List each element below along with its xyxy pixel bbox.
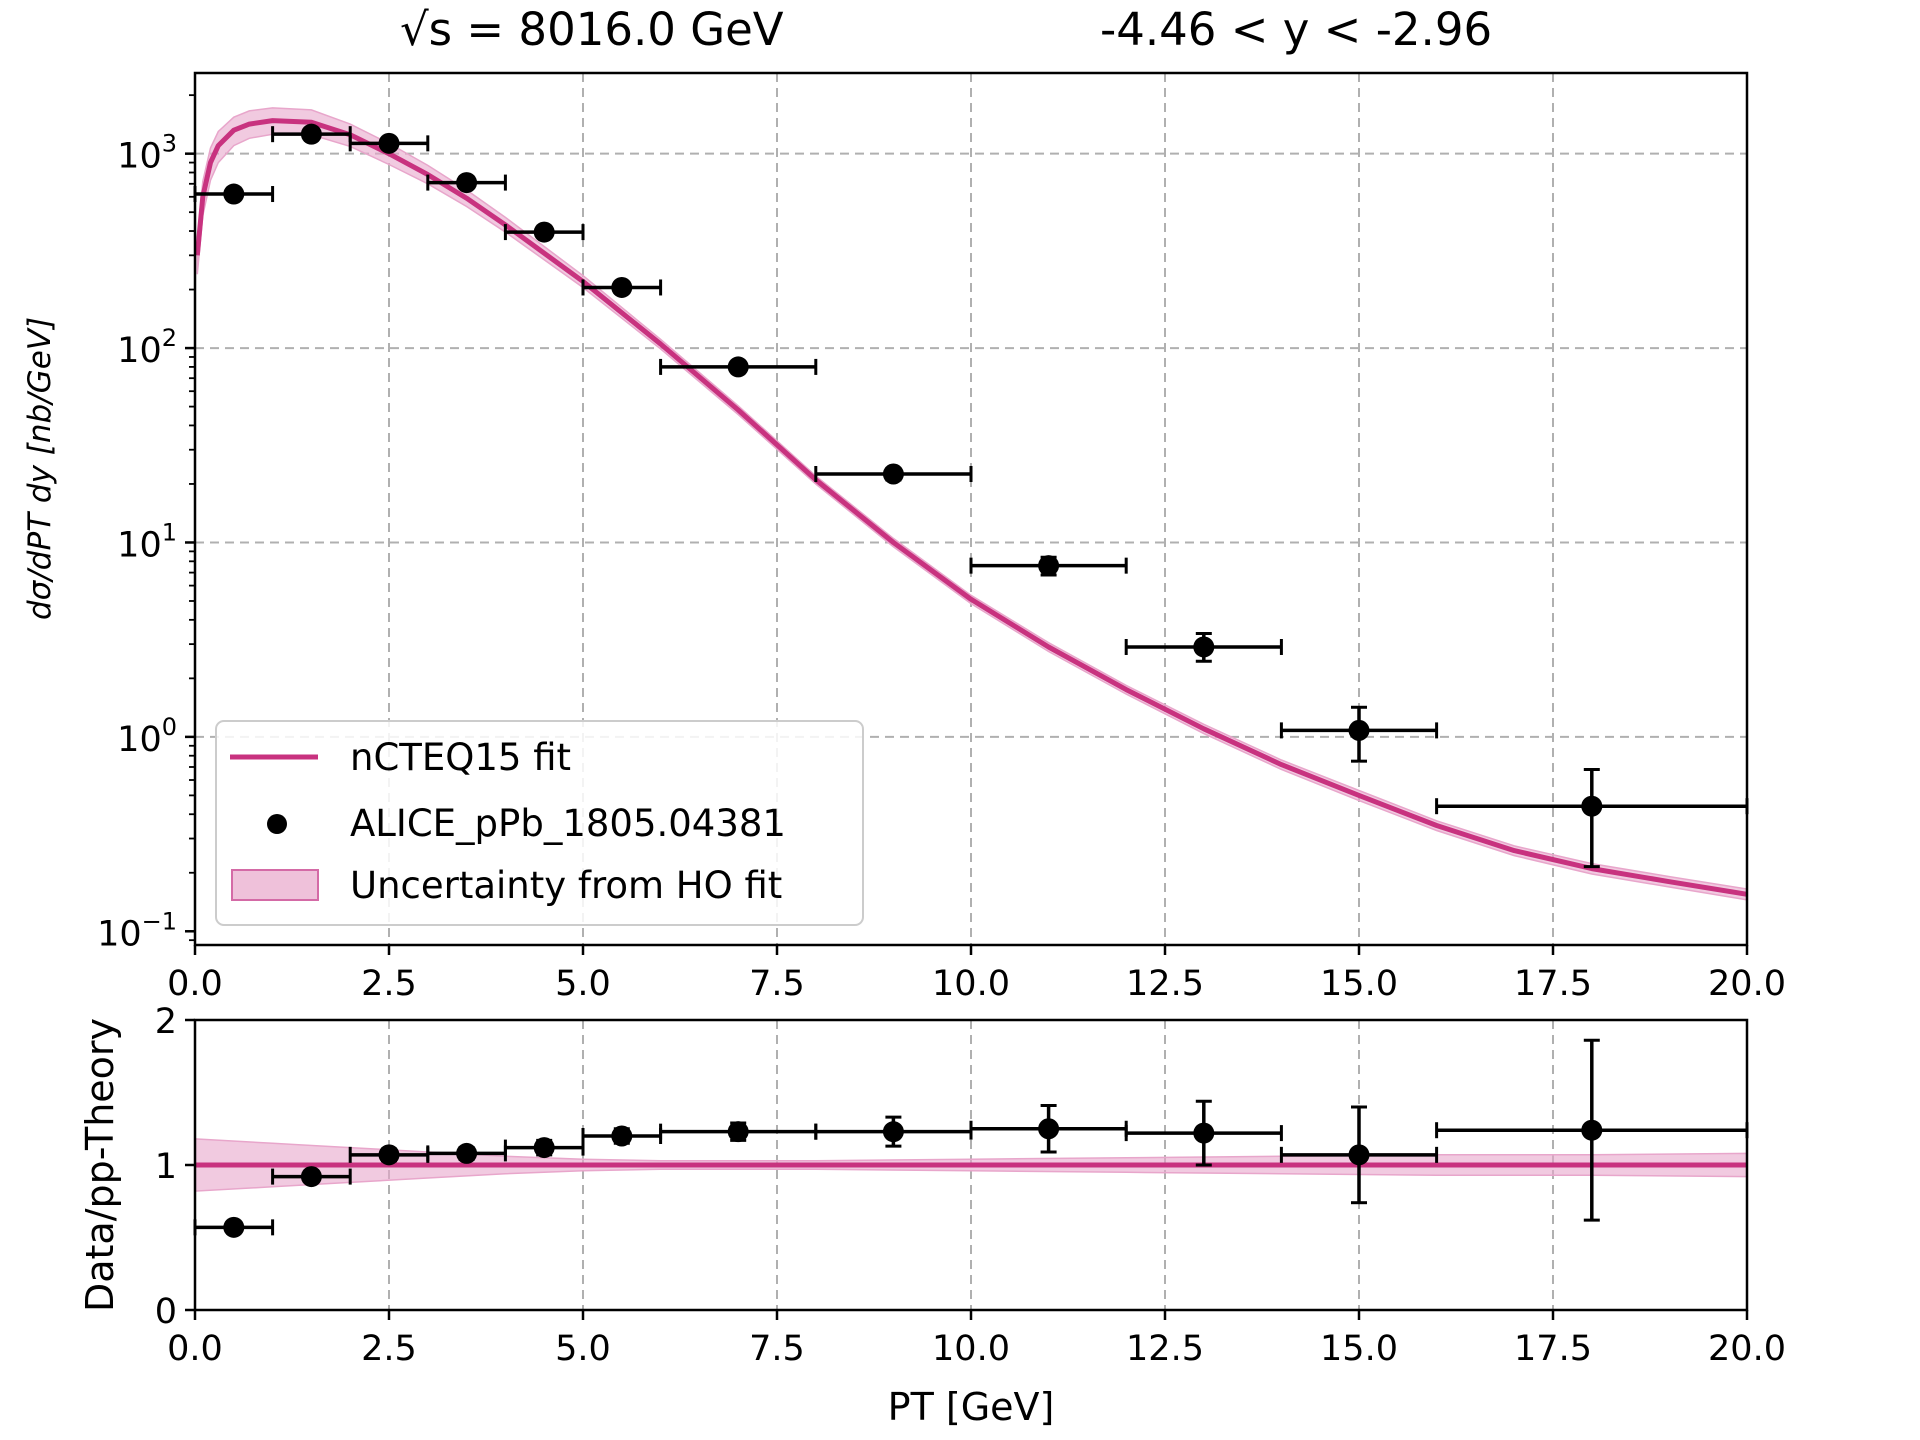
ratio-data-points [193, 1038, 1749, 1238]
main-y-axis-title: dσ/dPT dy [nb/GeV] [22, 317, 58, 620]
legend: nCTEQ15 fit ALICE_pPb_1805.04381 Uncerta… [215, 720, 864, 926]
ratio-data-marker [223, 1216, 245, 1238]
ratio-x-tick-label: 5.0 [555, 1329, 611, 1369]
ratio-data-point [503, 1137, 585, 1159]
ratio-x-tick-label: 7.5 [749, 1329, 805, 1369]
ratio-data-marker [456, 1142, 478, 1164]
main-data-marker [1348, 719, 1370, 741]
ratio-x-tick-label: 0.0 [167, 1329, 223, 1369]
ratio-x-tick-label: 15.0 [1320, 1329, 1398, 1369]
main-data-point [1435, 767, 1749, 869]
main-y-tick-label: 101 [117, 518, 177, 565]
ratio-data-marker [378, 1144, 400, 1166]
ratio-x-tick-label: 17.5 [1514, 1329, 1592, 1369]
main-x-tick-label: 20.0 [1708, 964, 1786, 1004]
main-y-tick-label: 103 [117, 130, 177, 177]
main-x-tick-label: 17.5 [1514, 964, 1592, 1004]
main-y-tick-label: 10−1 [97, 907, 177, 954]
ratio-data-point [1435, 1038, 1749, 1222]
main-y-tick-label: 102 [117, 324, 177, 371]
ratio-y-tick-label: 0 [155, 1292, 177, 1332]
main-x-tick-label: 15.0 [1320, 964, 1398, 1004]
main-theory-curve [194, 118, 1748, 897]
main-data-point [814, 463, 973, 485]
main-x-tick-label: 12.5 [1126, 964, 1204, 1004]
ratio-data-point [271, 1166, 352, 1188]
main-data-point [426, 172, 507, 194]
legend-data-marker [267, 814, 287, 834]
energy-title: √s = 8016.0 GeV [400, 3, 784, 56]
ratio-data-marker [1348, 1144, 1370, 1166]
legend-theory-label: nCTEQ15 fit [350, 736, 571, 779]
ratio-data-point [659, 1121, 818, 1143]
ratio-x-tick-label: 12.5 [1126, 1329, 1204, 1369]
main-data-point [1124, 632, 1283, 663]
main-data-marker [378, 132, 400, 154]
main-data-marker [1193, 636, 1215, 658]
ratio-axes: 0.0 2.5 5.0 7.5 10.0 12.5 15.0 17.5 20.0 0 1 2 [155, 1002, 1786, 1369]
ratio-data-point [581, 1125, 663, 1147]
main-frame [193, 71, 1749, 947]
main-data-marker [1581, 795, 1603, 817]
ratio-frame [193, 1018, 1749, 1312]
ratio-panel: 0.0 2.5 5.0 7.5 10.0 12.5 15.0 17.5 20.0 0 1 2 Data… [78, 1002, 1786, 1429]
main-x-tick-label: 10.0 [932, 964, 1010, 1004]
ratio-data-point [969, 1104, 1128, 1154]
ratio-data-marker [611, 1125, 633, 1147]
main-x-tick-label: 7.5 [749, 964, 805, 1004]
main-data-point [271, 123, 352, 145]
main-data-marker [611, 276, 633, 298]
main-data-point [581, 276, 663, 298]
legend-band-label: Uncertainty from HO fit [350, 864, 782, 907]
ratio-x-tick-label: 2.5 [361, 1329, 417, 1369]
main-data-point [503, 221, 585, 243]
main-data-marker [1038, 555, 1060, 577]
main-data-marker [223, 183, 245, 205]
ratio-y-tick-label: 1 [155, 1147, 177, 1187]
main-data-marker [727, 356, 749, 378]
ratio-data-point [426, 1142, 507, 1164]
main-panel: 0.0 2.5 5.0 7.5 10.0 12.5 15.0 17.5 20.0 103 102 10… [22, 71, 1786, 1004]
main-data-points [193, 123, 1749, 869]
ratio-data-marker [533, 1137, 555, 1159]
ratio-data-marker [882, 1121, 904, 1143]
ratio-y-axis-title: Data/pp-Theory [78, 1018, 122, 1312]
main-data-point [969, 555, 1128, 577]
main-x-tick-label: 5.0 [555, 964, 611, 1004]
legend-band-swatch [231, 869, 319, 901]
main-axes: 0.0 2.5 5.0 7.5 10.0 12.5 15.0 17.5 20.0 103 102 10… [97, 94, 1786, 1004]
main-data-marker [300, 123, 322, 145]
ratio-data-point [1124, 1099, 1283, 1167]
main-theory-line [194, 118, 1748, 897]
main-data-marker [533, 221, 555, 243]
x-axis-label: PT [GeV] [888, 1385, 1055, 1429]
main-y-axis-label: dσ/dPT dy [nb/GeV] [22, 317, 58, 620]
ratio-x-tick-label: 10.0 [932, 1329, 1010, 1369]
main-data-point [1279, 705, 1439, 763]
main-x-tick-label: 2.5 [361, 964, 417, 1004]
ratio-x-tick-label: 20.0 [1708, 1329, 1786, 1369]
ratio-data-marker [300, 1166, 322, 1188]
legend-data-label: ALICE_pPb_1805.04381 [350, 802, 786, 845]
main-data-marker [456, 172, 478, 194]
main-data-marker [882, 463, 904, 485]
main-data-point [659, 356, 818, 378]
ratio-data-point [193, 1216, 275, 1238]
ratio-data-marker [1581, 1119, 1603, 1141]
main-x-tick-label: 0.0 [167, 964, 223, 1004]
legend-box [215, 720, 864, 926]
main-y-tick-label: 100 [117, 713, 177, 760]
ratio-data-point [348, 1144, 430, 1166]
ratio-data-point [814, 1115, 973, 1148]
ratio-data-marker [1193, 1122, 1215, 1144]
ratio-y-axis-label: Data/pp-Theory [78, 1018, 122, 1312]
rapidity-title: -4.46 < y < -2.96 [1100, 3, 1492, 56]
ratio-data-marker [727, 1121, 749, 1143]
main-data-point [348, 132, 430, 154]
ratio-data-marker [1038, 1118, 1060, 1140]
ratio-data-point [1279, 1105, 1439, 1205]
ratio-y-tick-label: 2 [155, 1002, 177, 1042]
